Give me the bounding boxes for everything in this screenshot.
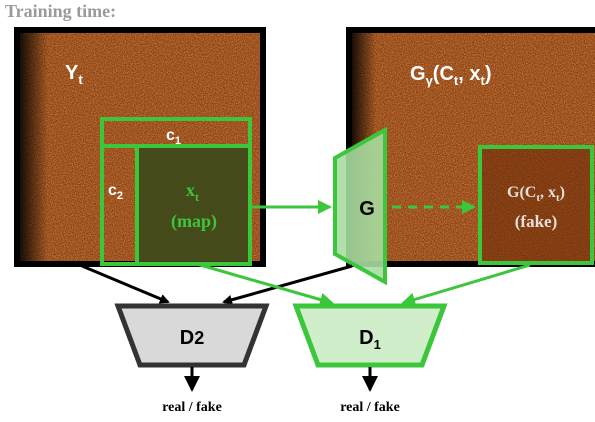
y-t-label: Yt [65, 62, 83, 87]
discriminator-d2 [114, 303, 270, 368]
generated-output-label: Gγ(Ct, xt) [410, 63, 492, 88]
discriminator-d1 [292, 303, 448, 368]
fake-to-d2-arrow [222, 264, 353, 305]
real-to-d2-arrow [81, 264, 170, 304]
generator-block [333, 126, 387, 286]
d1-output-label: real / fake [340, 400, 400, 415]
c2-label: c2 [108, 182, 123, 202]
map-label: (map) [171, 211, 217, 232]
fake-label: (fake) [515, 212, 557, 231]
xt-label: xt [186, 180, 199, 204]
c1-label: c1 [166, 127, 181, 147]
fake-crop-label: G(Ct, xt) [507, 184, 565, 204]
d1-label: D1 [359, 327, 381, 352]
xt-map-box [135, 144, 252, 266]
fake-crop-box [478, 145, 594, 265]
training-time-title: Training time: [5, 1, 116, 21]
d2-output-label: real / fake [162, 400, 222, 415]
d2-label: D2 [180, 327, 204, 349]
right-texture-panel [346, 27, 595, 267]
fakecrop-to-d1-arrow [401, 263, 531, 307]
map-to-d1-arrow [196, 262, 334, 307]
generator-label: G [359, 198, 375, 220]
